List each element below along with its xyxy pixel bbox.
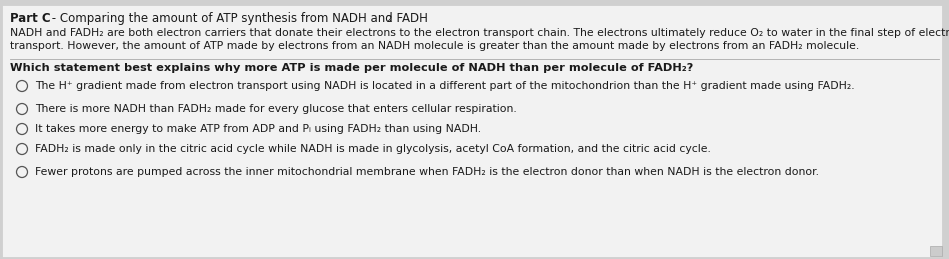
Text: - Comparing the amount of ATP synthesis from NADH and FADH: - Comparing the amount of ATP synthesis …: [48, 12, 428, 25]
Text: Part C: Part C: [10, 12, 50, 25]
Text: 2: 2: [386, 15, 391, 24]
Text: There is more NADH than FADH₂ made for every glucose that enters cellular respir: There is more NADH than FADH₂ made for e…: [35, 104, 517, 114]
Text: transport. However, the amount of ATP made by electrons from an NADH molecule is: transport. However, the amount of ATP ma…: [10, 41, 859, 51]
Text: NADH and FADH₂ are both electron carriers that donate their electrons to the ele: NADH and FADH₂ are both electron carrier…: [10, 28, 949, 38]
Text: It takes more energy to make ATP from ADP and Pᵢ using FADH₂ than using NADH.: It takes more energy to make ATP from AD…: [35, 124, 481, 134]
Text: Which statement best explains why more ATP is made per molecule of NADH than per: Which statement best explains why more A…: [10, 63, 694, 73]
Text: Fewer protons are pumped across the inner mitochondrial membrane when FADH₂ is t: Fewer protons are pumped across the inne…: [35, 167, 819, 177]
FancyBboxPatch shape: [930, 246, 942, 256]
FancyBboxPatch shape: [2, 5, 942, 257]
Text: FADH₂ is made only in the citric acid cycle while NADH is made in glycolysis, ac: FADH₂ is made only in the citric acid cy…: [35, 144, 711, 154]
Text: The H⁺ gradient made from electron transport using NADH is located in a differen: The H⁺ gradient made from electron trans…: [35, 81, 855, 91]
